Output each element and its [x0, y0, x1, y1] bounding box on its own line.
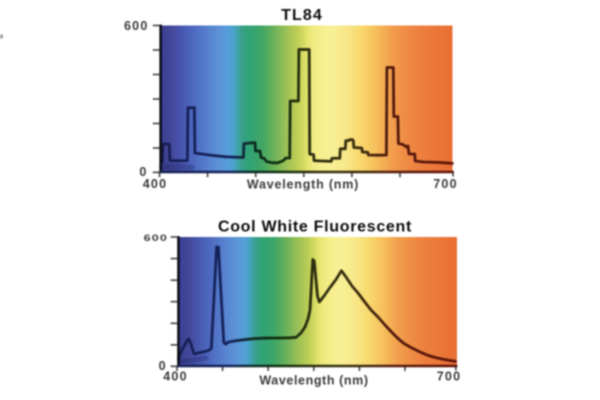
svg-text:0: 0 [139, 165, 147, 179]
svg-text:TL84: TL84 [281, 7, 323, 24]
svg-text:400: 400 [163, 370, 187, 384]
svg-text:600: 600 [144, 233, 168, 243]
svg-text:Wavelength (nm): Wavelength (nm) [259, 373, 368, 387]
svg-text:Wavelength (nm): Wavelength (nm) [247, 177, 359, 191]
svg-text:700: 700 [433, 177, 457, 191]
svg-text:600: 600 [124, 19, 148, 33]
svg-text:700: 700 [437, 370, 461, 384]
svg-text:400: 400 [143, 177, 167, 191]
svg-text:0: 0 [159, 359, 167, 373]
svg-text:Cool White Fluorescent: Cool White Fluorescent [218, 219, 412, 236]
